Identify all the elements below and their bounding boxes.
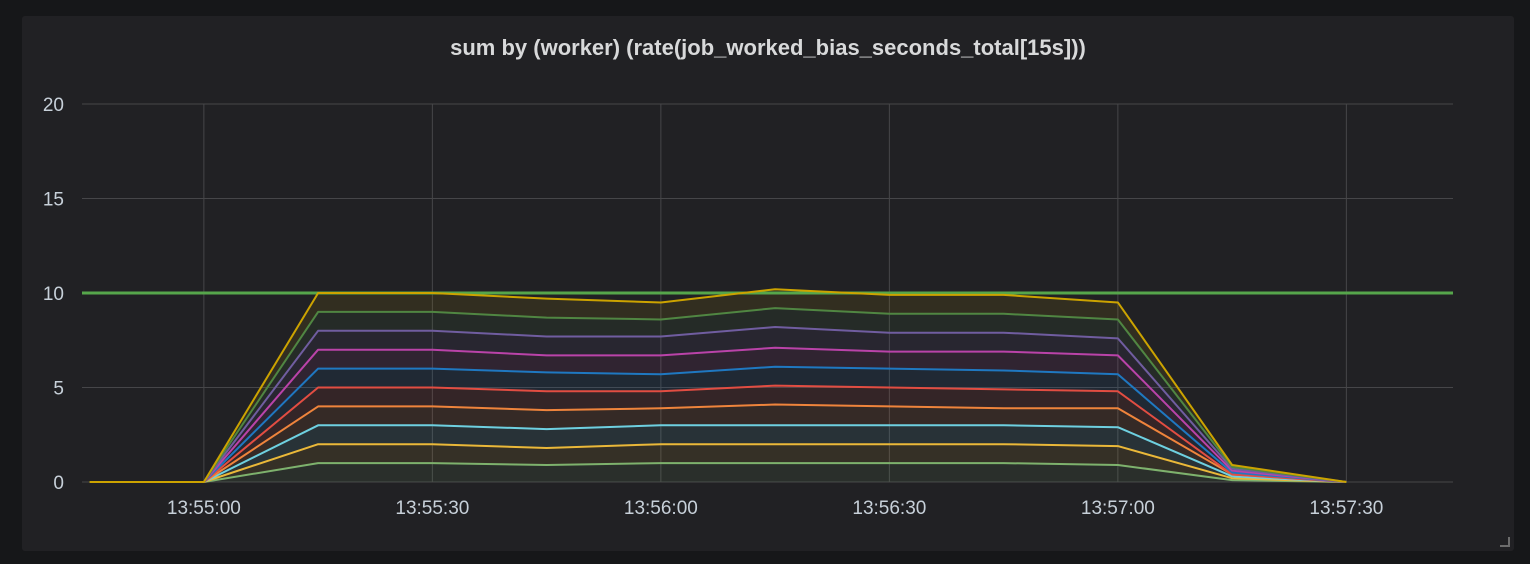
x-tick-label: 13:56:30 bbox=[852, 498, 926, 519]
x-tick-label: 13:57:30 bbox=[1309, 498, 1383, 519]
y-tick-label: 5 bbox=[53, 379, 64, 400]
series-line bbox=[89, 462, 1347, 483]
y-tick-label: 0 bbox=[53, 473, 64, 494]
series-line bbox=[89, 365, 1347, 483]
x-tick-label: 13:55:00 bbox=[167, 498, 241, 519]
series-line bbox=[89, 443, 1347, 483]
series-area bbox=[89, 404, 1347, 482]
series-line bbox=[89, 424, 1347, 483]
series-line bbox=[89, 346, 1347, 483]
resize-handle[interactable] bbox=[1500, 537, 1510, 547]
x-tick-label: 13:55:30 bbox=[395, 498, 469, 519]
y-tick-label: 15 bbox=[43, 190, 64, 211]
series-line bbox=[89, 288, 1347, 483]
graph-panel: sum by (worker) (rate(job_worked_bias_se… bbox=[22, 16, 1514, 551]
series-area bbox=[89, 385, 1347, 482]
x-tick-label: 13:56:00 bbox=[624, 498, 698, 519]
series-line bbox=[89, 326, 1347, 483]
series-line bbox=[89, 384, 1347, 483]
time-series-chart[interactable]: 0 5 10 15 20 13:55:00 13:55:30 13:56:00 13:56:30… bbox=[22, 16, 1514, 551]
series-area bbox=[89, 463, 1347, 482]
x-tick-label: 13:57:00 bbox=[1081, 498, 1155, 519]
series-line bbox=[89, 307, 1347, 483]
panel-title[interactable]: sum by (worker) (rate(job_worked_bias_se… bbox=[450, 35, 1086, 60]
y-tick-label: 20 bbox=[43, 95, 64, 116]
series-line bbox=[89, 403, 1347, 483]
series-area bbox=[89, 425, 1347, 482]
y-tick-label: 10 bbox=[43, 284, 64, 305]
